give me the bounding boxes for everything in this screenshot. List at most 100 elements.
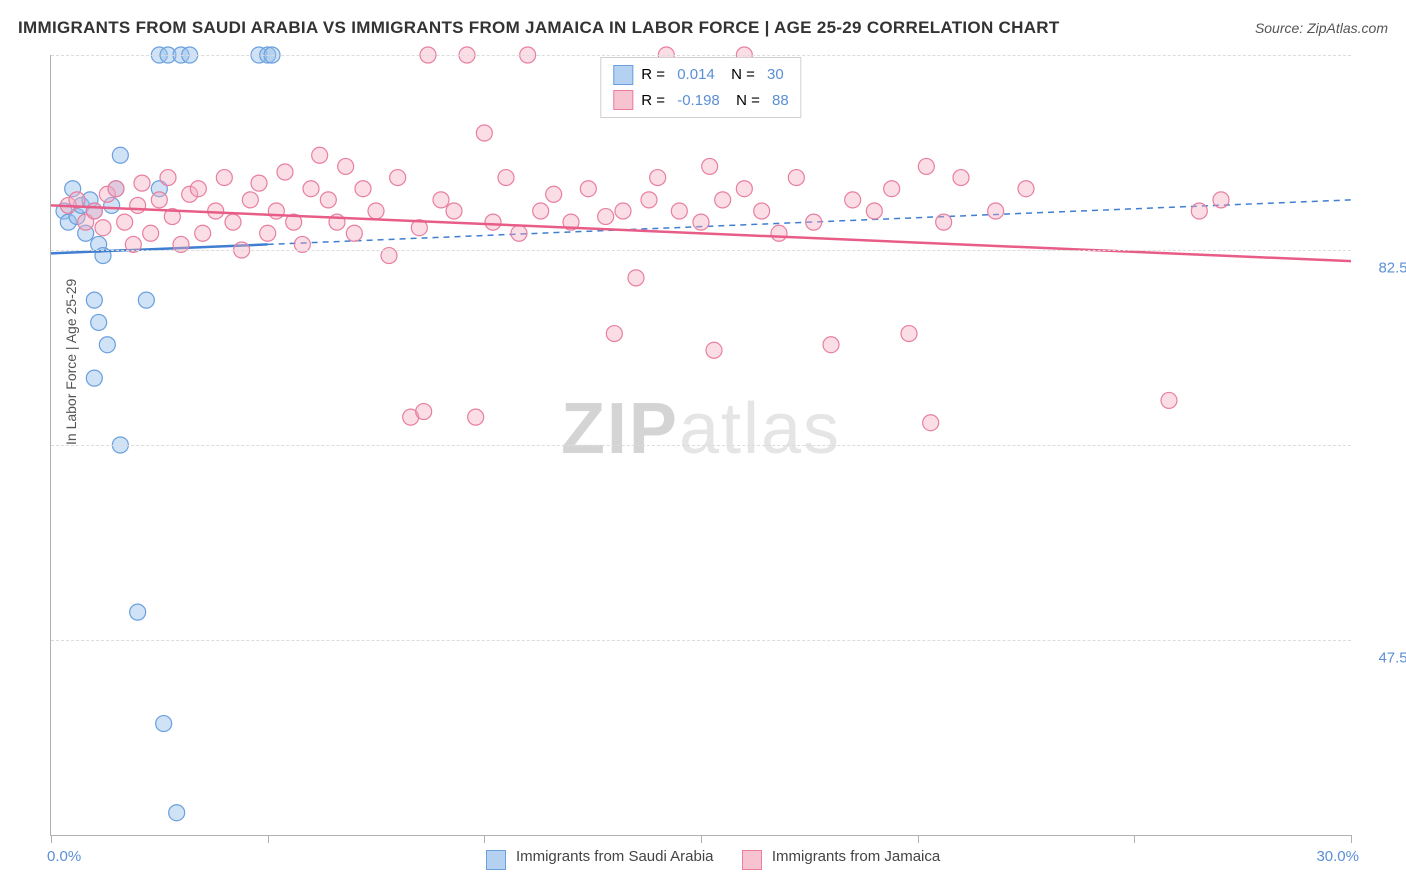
swatch-jamaica-bottom: [742, 850, 762, 870]
data-point-jamaica: [598, 209, 614, 225]
data-point-jamaica: [918, 158, 934, 174]
data-point-jamaica: [533, 203, 549, 219]
data-point-jamaica: [923, 415, 939, 431]
data-point-jamaica: [806, 214, 822, 230]
data-point-jamaica: [108, 181, 124, 197]
data-point-jamaica: [251, 175, 267, 191]
data-point-jamaica: [988, 203, 1004, 219]
data-point-jamaica: [303, 181, 319, 197]
data-point-jamaica: [190, 181, 206, 197]
legend-row-saudi: R = 0.014 N = 30: [613, 62, 788, 88]
x-tick-max: 30.0%: [1316, 848, 1359, 865]
swatch-saudi: [613, 65, 633, 85]
data-point-jamaica: [143, 225, 159, 241]
data-point-jamaica: [86, 203, 102, 219]
y-tick-label: 47.5%: [1378, 650, 1406, 667]
data-point-jamaica: [216, 170, 232, 186]
data-point-jamaica: [884, 181, 900, 197]
legend-r-saudi: 0.014: [677, 62, 715, 88]
chart-plot-area: In Labor Force | Age 25-29 ZIPatlas R = …: [50, 55, 1351, 836]
data-point-jamaica: [615, 203, 631, 219]
data-point-jamaica: [546, 186, 562, 202]
data-point-jamaica: [650, 170, 666, 186]
gridline: [51, 445, 1351, 446]
data-point-jamaica: [117, 214, 133, 230]
data-point-jamaica: [671, 203, 687, 219]
data-point-jamaica: [511, 225, 527, 241]
data-point-jamaica: [416, 404, 432, 420]
swatch-jamaica: [613, 90, 633, 110]
data-point-jamaica: [715, 192, 731, 208]
data-point-saudi: [112, 147, 128, 163]
legend-n-jamaica: 88: [772, 88, 789, 114]
data-point-jamaica: [476, 125, 492, 141]
legend-r-jamaica: -0.198: [677, 88, 720, 114]
data-point-jamaica: [823, 337, 839, 353]
data-point-jamaica: [320, 192, 336, 208]
data-point-jamaica: [160, 170, 176, 186]
series-legend: Immigrants from Saudi Arabia Immigrants …: [51, 847, 1351, 867]
chart-title: IMMIGRANTS FROM SAUDI ARABIA VS IMMIGRAN…: [18, 18, 1060, 38]
data-point-jamaica: [130, 197, 146, 213]
data-point-jamaica: [1161, 392, 1177, 408]
data-point-jamaica: [277, 164, 293, 180]
data-point-jamaica: [355, 181, 371, 197]
gridline: [51, 640, 1351, 641]
data-point-saudi: [138, 292, 154, 308]
x-tick: [51, 835, 52, 843]
data-point-saudi: [86, 292, 102, 308]
x-tick: [268, 835, 269, 843]
legend-r-label: R =: [641, 88, 669, 114]
data-point-jamaica: [953, 170, 969, 186]
data-point-jamaica: [606, 326, 622, 342]
x-tick: [1134, 835, 1135, 843]
data-point-jamaica: [260, 225, 276, 241]
x-tick: [1351, 835, 1352, 843]
gridline: [51, 55, 1351, 56]
data-point-jamaica: [788, 170, 804, 186]
legend-r-label: R =: [641, 62, 669, 88]
data-point-jamaica: [485, 214, 501, 230]
x-tick: [918, 835, 919, 843]
data-point-jamaica: [706, 342, 722, 358]
data-point-jamaica: [433, 192, 449, 208]
x-tick-min: 0.0%: [47, 848, 81, 865]
data-point-saudi: [130, 604, 146, 620]
data-point-jamaica: [468, 409, 484, 425]
data-point-jamaica: [754, 203, 770, 219]
legend-n-label: N =: [728, 88, 764, 114]
data-point-jamaica: [866, 203, 882, 219]
data-point-jamaica: [936, 214, 952, 230]
data-point-jamaica: [338, 158, 354, 174]
data-point-jamaica: [693, 214, 709, 230]
data-point-jamaica: [628, 270, 644, 286]
data-point-jamaica: [312, 147, 328, 163]
data-point-jamaica: [736, 181, 752, 197]
data-point-jamaica: [368, 203, 384, 219]
gridline: [51, 250, 1351, 251]
data-point-jamaica: [1213, 192, 1229, 208]
x-tick: [701, 835, 702, 843]
legend-row-jamaica: R = -0.198 N = 88: [613, 88, 788, 114]
source-attribution: Source: ZipAtlas.com: [1255, 20, 1388, 36]
data-point-jamaica: [242, 192, 258, 208]
x-tick: [484, 835, 485, 843]
data-point-saudi: [91, 314, 107, 330]
data-point-jamaica: [134, 175, 150, 191]
data-point-jamaica: [346, 225, 362, 241]
data-point-jamaica: [580, 181, 596, 197]
data-point-jamaica: [641, 192, 657, 208]
data-point-saudi: [86, 370, 102, 386]
data-point-jamaica: [771, 225, 787, 241]
y-tick-label: 82.5%: [1378, 260, 1406, 277]
data-point-jamaica: [498, 170, 514, 186]
data-point-jamaica: [1191, 203, 1207, 219]
data-point-saudi: [156, 716, 172, 732]
data-point-jamaica: [195, 225, 211, 241]
data-point-jamaica: [151, 192, 167, 208]
swatch-saudi-bottom: [486, 850, 506, 870]
legend-n-saudi: 30: [767, 62, 784, 88]
data-point-jamaica: [268, 203, 284, 219]
data-point-jamaica: [702, 158, 718, 174]
data-point-jamaica: [446, 203, 462, 219]
